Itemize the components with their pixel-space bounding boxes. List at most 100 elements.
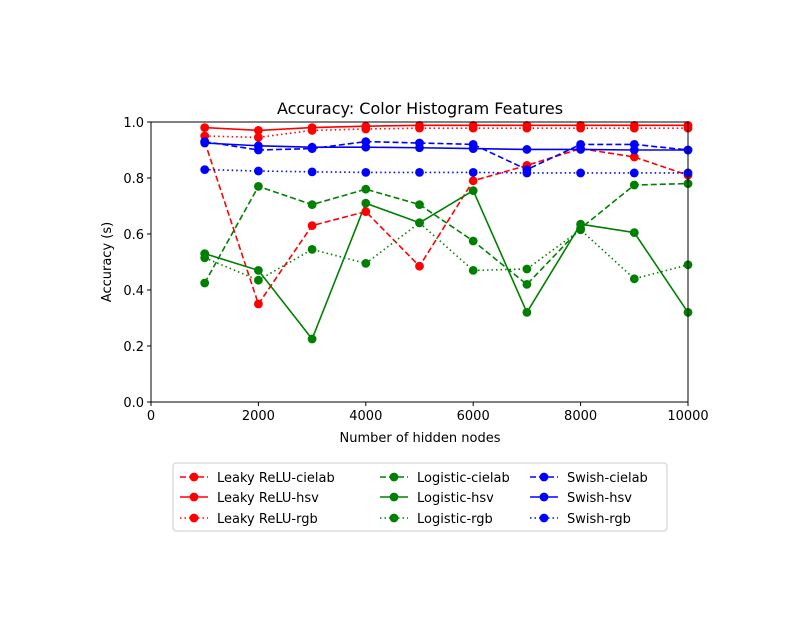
legend-marker bbox=[389, 513, 399, 523]
data-point bbox=[468, 176, 478, 186]
y-tick-label: 0.0 bbox=[123, 396, 144, 411]
data-point bbox=[415, 168, 424, 177]
data-point bbox=[468, 168, 478, 177]
x-tick-label: 8000 bbox=[564, 409, 597, 424]
chart-title: Accuracy: Color Histogram Features bbox=[277, 99, 563, 118]
data-point bbox=[629, 180, 639, 190]
legend-marker bbox=[539, 472, 549, 482]
plot-area-frame bbox=[150, 121, 689, 403]
data-point bbox=[200, 138, 210, 148]
data-point bbox=[468, 144, 478, 154]
series-line-6 bbox=[204, 140, 689, 171]
legend-label: Logistic-cielab bbox=[417, 471, 510, 486]
data-point bbox=[629, 274, 639, 284]
data-point bbox=[361, 124, 371, 134]
y-tick-label: 0.2 bbox=[123, 340, 144, 355]
y-tick-label: 0.6 bbox=[123, 228, 144, 243]
legend-label: Leaky ReLU-rgb bbox=[217, 512, 318, 527]
data-point bbox=[254, 182, 263, 191]
data-point bbox=[629, 152, 639, 162]
data-point bbox=[415, 143, 424, 153]
data-point bbox=[254, 141, 263, 151]
data-point bbox=[254, 266, 263, 275]
data-point bbox=[361, 168, 371, 177]
data-point bbox=[307, 200, 317, 210]
data-point bbox=[200, 253, 210, 263]
series-line-4 bbox=[204, 189, 689, 340]
legend-marker bbox=[539, 513, 549, 523]
legend-label: Logistic-rgb bbox=[417, 512, 493, 527]
x-tick-label: 2000 bbox=[242, 409, 275, 424]
data-point bbox=[629, 145, 639, 155]
data-point bbox=[200, 165, 210, 175]
data-point bbox=[254, 166, 263, 176]
data-point bbox=[200, 278, 210, 288]
data-point bbox=[576, 168, 585, 178]
data-point bbox=[254, 299, 263, 309]
x-tick-label: 4000 bbox=[349, 409, 382, 424]
data-point bbox=[522, 280, 532, 289]
data-point bbox=[307, 334, 317, 344]
series-line-0 bbox=[203, 141, 689, 305]
data-point bbox=[307, 125, 317, 135]
data-point bbox=[522, 123, 532, 133]
data-point bbox=[361, 184, 371, 194]
marker-layer bbox=[200, 120, 693, 344]
data-point bbox=[415, 123, 424, 133]
data-point bbox=[254, 133, 263, 142]
data-point bbox=[629, 228, 639, 238]
data-point bbox=[522, 168, 532, 178]
data-point bbox=[576, 225, 585, 235]
series-line-3 bbox=[204, 182, 689, 286]
data-point bbox=[629, 168, 639, 178]
legend: Leaky ReLU-cielab Leaky ReLU-hsv Leaky ReL… bbox=[172, 462, 668, 532]
y-tick-label: 0.8 bbox=[123, 172, 144, 187]
data-point bbox=[307, 142, 317, 152]
series-line-5 bbox=[204, 222, 689, 282]
series-line-1 bbox=[204, 124, 688, 132]
legend-marker bbox=[189, 513, 199, 523]
x-tick-label: 6000 bbox=[457, 409, 490, 424]
data-point bbox=[254, 275, 263, 285]
series-line-7 bbox=[204, 142, 688, 151]
legend-label: Swish-rgb bbox=[567, 512, 631, 527]
data-point bbox=[522, 308, 532, 317]
legend-marker bbox=[389, 492, 399, 502]
legend-label: Swish-cielab bbox=[567, 471, 648, 486]
x-axis-label: Number of hidden nodes bbox=[340, 431, 501, 446]
data-point bbox=[415, 218, 424, 228]
legend-label: Swish-hsv bbox=[567, 491, 632, 506]
data-point bbox=[307, 221, 317, 231]
series-line-8 bbox=[204, 168, 688, 174]
legend-label: Leaky ReLU-cielab bbox=[217, 471, 335, 486]
y-tick-label: 0.4 bbox=[123, 284, 144, 299]
legend-marker bbox=[189, 472, 199, 482]
data-point bbox=[361, 198, 371, 208]
data-point bbox=[307, 167, 317, 177]
data-point bbox=[576, 145, 585, 154]
data-point bbox=[415, 200, 424, 210]
data-point bbox=[361, 259, 371, 268]
data-point bbox=[576, 123, 585, 133]
legend-label: Leaky ReLU-hsv bbox=[217, 491, 319, 506]
data-point bbox=[361, 142, 371, 152]
series-layer bbox=[203, 124, 689, 340]
data-point bbox=[468, 236, 478, 246]
legend-marker bbox=[539, 492, 549, 502]
data-point bbox=[522, 264, 532, 274]
y-tick-label: 1.0 bbox=[123, 116, 144, 131]
data-point bbox=[415, 261, 424, 271]
legend-marker bbox=[389, 472, 399, 482]
y-axis-ticks: 0.0 0.2 0.4 0.6 0.8 1.0 bbox=[123, 116, 151, 411]
data-point bbox=[468, 266, 478, 275]
data-point bbox=[468, 186, 478, 196]
data-point bbox=[361, 207, 371, 217]
data-point bbox=[254, 125, 263, 135]
legend-marker bbox=[189, 492, 199, 502]
x-axis-ticks: 0 2000 4000 6000 8000 10000 bbox=[147, 402, 709, 424]
data-point bbox=[629, 123, 639, 133]
y-axis-label: Accuracy (s) bbox=[100, 222, 115, 302]
data-point bbox=[200, 123, 210, 132]
legend-label: Logistic-hsv bbox=[417, 491, 494, 506]
